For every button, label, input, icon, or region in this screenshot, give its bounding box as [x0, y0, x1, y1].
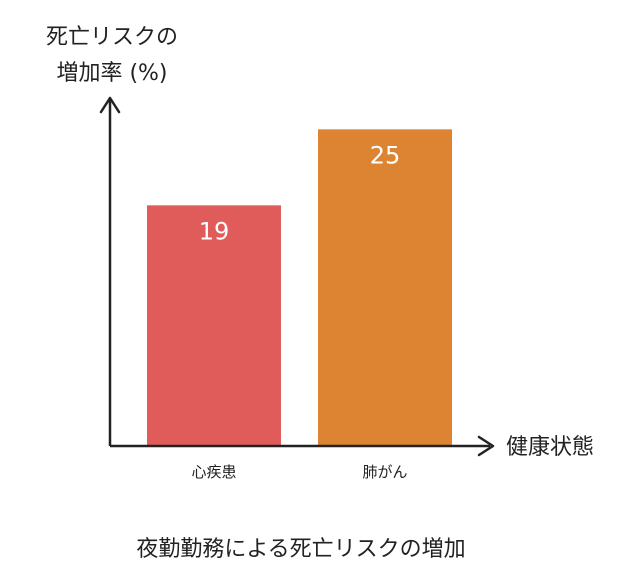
- category-labels: 心疾患 肺がん: [191, 463, 407, 481]
- category-label-1: 心疾患: [191, 463, 236, 481]
- x-axis-label: 健康状態: [506, 435, 594, 460]
- y-axis-label-line-1: 死亡リスクの: [46, 25, 178, 50]
- chart-title: 夜勤勤務による死亡リスクの増加: [136, 537, 465, 562]
- bar-1: [147, 205, 281, 446]
- bar-value-label-1: 19: [199, 217, 230, 245]
- y-axis-label-line-2: 増加率 (%): [56, 61, 167, 86]
- y-axis-label: 死亡リスクの 増加率 (%): [46, 25, 178, 86]
- bar-2: [318, 129, 452, 447]
- y-axis-arrowhead: [99, 96, 121, 114]
- x-axis-arrowhead: [477, 435, 495, 457]
- bar-value-label-2: 25: [370, 141, 401, 169]
- x-axis: [110, 435, 495, 457]
- category-label-2: 肺がん: [362, 463, 407, 481]
- y-axis: [99, 96, 121, 446]
